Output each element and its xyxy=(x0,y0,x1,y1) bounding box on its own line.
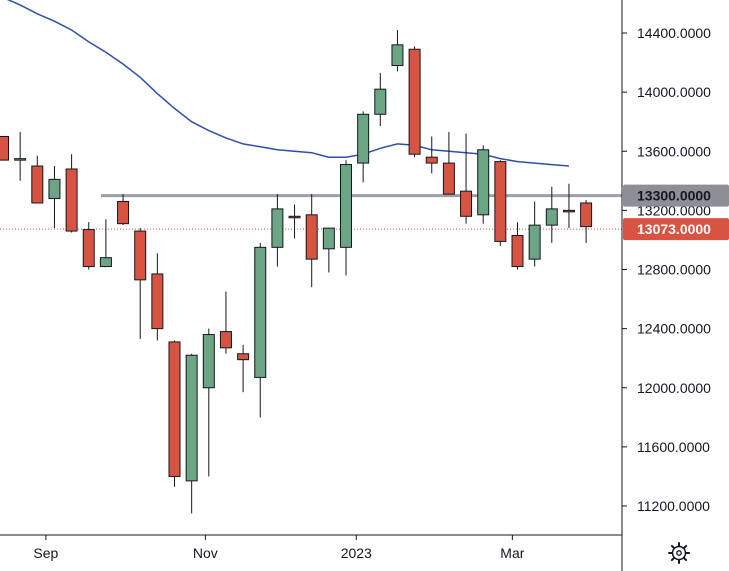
candle[interactable] xyxy=(288,204,301,239)
candle[interactable] xyxy=(202,328,215,477)
candle-body-up xyxy=(477,149,490,216)
candle[interactable] xyxy=(340,160,352,276)
candle-body-up xyxy=(340,164,352,248)
candle[interactable] xyxy=(31,155,44,204)
candle-body-up xyxy=(99,257,112,268)
candle[interactable] xyxy=(460,133,473,224)
candle[interactable] xyxy=(562,183,575,229)
candle-body-up xyxy=(374,88,387,115)
candle[interactable] xyxy=(494,160,507,246)
candle-body-up xyxy=(202,334,215,389)
price-tick-label: 11600.0000 xyxy=(637,439,710,455)
candle[interactable] xyxy=(425,136,438,174)
candle[interactable] xyxy=(477,145,490,224)
candle-body-down xyxy=(219,331,232,349)
candle[interactable] xyxy=(305,194,318,288)
candle-body-down xyxy=(0,135,9,161)
candle-body-down xyxy=(408,48,421,155)
moving-average-layer xyxy=(6,0,569,167)
candle[interactable] xyxy=(528,201,541,267)
candle[interactable] xyxy=(271,194,284,267)
candle[interactable] xyxy=(580,200,593,243)
last-price-badge-bg xyxy=(623,218,729,241)
candle-body-down xyxy=(134,230,147,281)
candle-body-up xyxy=(357,113,370,164)
candle-body-down xyxy=(460,190,473,217)
candle[interactable] xyxy=(442,132,455,195)
candle-body-down xyxy=(117,201,130,225)
candle[interactable] xyxy=(0,135,9,161)
candle-body-down xyxy=(442,162,455,195)
candle[interactable] xyxy=(357,111,370,183)
price-tick-label: 12400.0000 xyxy=(637,321,711,337)
candle[interactable] xyxy=(237,344,250,393)
price-tick-label: 14000.0000 xyxy=(637,84,711,100)
price-tick-label: 12000.0000 xyxy=(637,380,711,396)
candle-body-down xyxy=(425,156,438,164)
candle[interactable] xyxy=(374,72,387,127)
gear-icon[interactable] xyxy=(668,542,690,564)
candle-body-up xyxy=(271,208,284,248)
price-axis[interactable]: 14400.000014000.000013600.000013200.0000… xyxy=(622,25,711,514)
candle-body-down xyxy=(511,235,524,268)
candle[interactable] xyxy=(65,154,78,233)
candle[interactable] xyxy=(322,227,335,273)
candle-body-up xyxy=(185,354,198,482)
candle-body-down xyxy=(65,168,78,232)
candle[interactable] xyxy=(151,253,164,341)
price-tick-label: 13600.0000 xyxy=(637,143,711,159)
candle-body-down xyxy=(562,209,575,213)
candle-body-down xyxy=(580,202,593,228)
resistance-level-badge-text: 13300.0000 xyxy=(637,188,711,204)
candle-body-down xyxy=(494,161,507,242)
candle-body-down xyxy=(82,229,95,268)
price-tick-label: 12800.0000 xyxy=(637,262,711,278)
time-axis[interactable]: Sep Nov 2023 Mar xyxy=(33,535,525,561)
candle[interactable] xyxy=(99,219,112,268)
candle-body-up xyxy=(391,44,404,67)
candle[interactable] xyxy=(117,194,130,226)
candle[interactable] xyxy=(82,222,95,270)
candle-body-down xyxy=(288,215,301,219)
candle-body-up xyxy=(322,227,335,250)
candle-body-down xyxy=(305,214,318,260)
candle[interactable] xyxy=(408,46,421,158)
candle-body-up xyxy=(48,178,61,200)
time-tick-label: Nov xyxy=(193,545,218,561)
candle-body-down xyxy=(151,273,164,330)
moving-average-line xyxy=(6,0,569,167)
candle[interactable] xyxy=(254,242,267,418)
candle[interactable] xyxy=(48,166,61,229)
candle[interactable] xyxy=(511,222,524,270)
candle[interactable] xyxy=(219,291,232,354)
candle[interactable] xyxy=(134,228,147,339)
candle-body-down xyxy=(168,341,181,477)
price-tick-label: 14400.0000 xyxy=(637,25,711,41)
price-tick-label: 11200.0000 xyxy=(637,498,710,514)
candle-body-up xyxy=(254,246,267,378)
candle-body-up xyxy=(14,158,27,161)
time-tick-label: Sep xyxy=(33,545,58,561)
candle[interactable] xyxy=(545,186,558,243)
last-price-badge-text: 13073.0000 xyxy=(637,221,711,237)
resistance-level-badge-bg xyxy=(623,184,729,207)
candles-layer xyxy=(0,30,593,514)
last-price-badge: 13073.0000 xyxy=(623,218,729,241)
candle[interactable] xyxy=(14,132,27,181)
time-tick-label: 2023 xyxy=(341,545,372,561)
candle-body-up xyxy=(545,208,558,226)
candle[interactable] xyxy=(168,340,181,487)
candle-body-down xyxy=(31,165,44,204)
candle-body-up xyxy=(528,224,541,260)
resistance-level-badge: 13300.0000 xyxy=(623,184,729,207)
candle-body-down xyxy=(237,353,250,361)
time-tick-label: Mar xyxy=(500,545,524,561)
candle[interactable] xyxy=(391,30,404,72)
candle[interactable] xyxy=(185,353,198,514)
